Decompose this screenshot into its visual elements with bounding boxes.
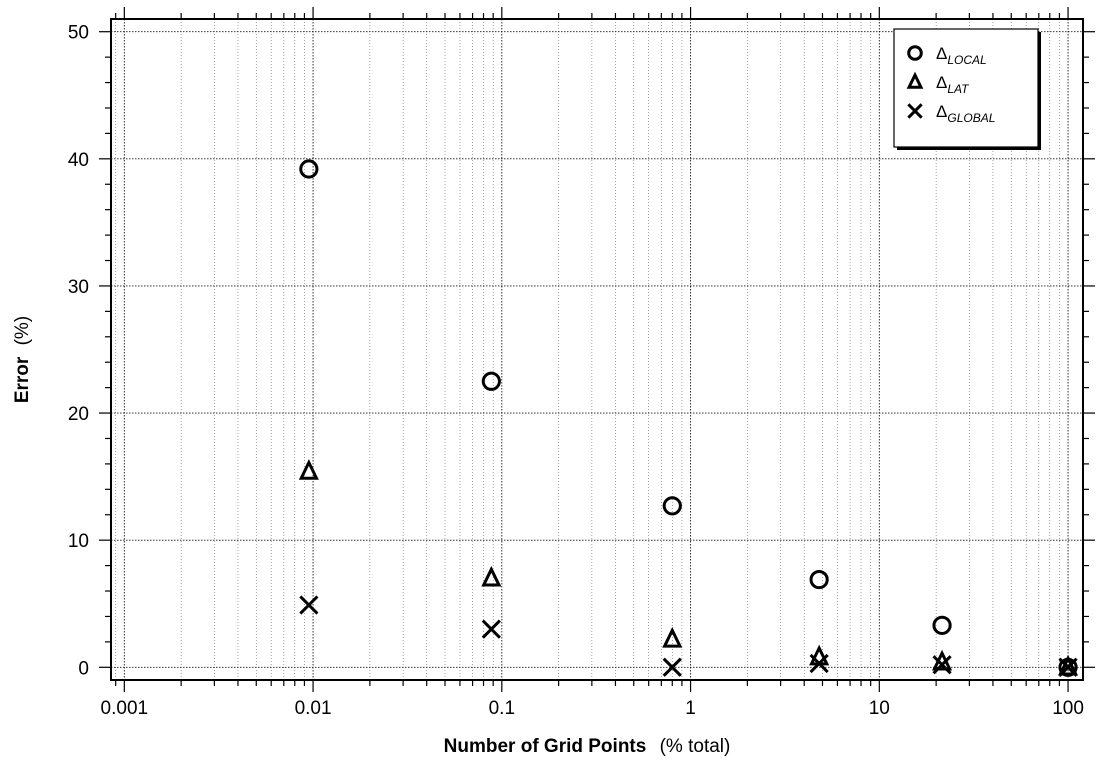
data-point-lat (662, 626, 683, 648)
legend-symbol: Δ (936, 73, 947, 92)
data-point-global (809, 653, 829, 674)
y-tick-label: 10 (68, 531, 89, 552)
legend-label-lat: ΔLAT (936, 73, 970, 96)
data-point-global (932, 655, 952, 675)
data-point-global (481, 619, 501, 639)
y-tick-label: 40 (68, 150, 89, 171)
data-point-local (299, 159, 319, 179)
data-points (298, 159, 1079, 677)
data-point-global (1058, 657, 1078, 677)
legend-subscript: LAT (947, 82, 970, 96)
legend-subscript: GLOBAL (947, 111, 995, 125)
x-tick-label: 0.001 (101, 698, 149, 719)
data-point-lat (481, 565, 502, 587)
x-axis-title-unit: (% total) (660, 736, 731, 757)
data-point-local (809, 569, 829, 590)
legend-marker-lat (906, 71, 924, 89)
legend-marker-local (907, 45, 923, 61)
legend-label-local: ΔLOCAL (936, 44, 987, 67)
data-point-lat (298, 459, 319, 480)
x-tick-label: 10 (869, 698, 890, 719)
tick-labels: 0.001 0.01 0.1 1 10 100 0 10 20 30 40 50 (68, 23, 1084, 719)
y-axis-title-main: Error (12, 356, 33, 403)
x-axis-title: Number of Grid Points (% total) (444, 736, 731, 757)
x-tick-label: 100 (1052, 698, 1084, 719)
data-point-local (932, 615, 952, 635)
legend-subscript: LOCAL (947, 53, 986, 67)
grid-lines (111, 19, 1083, 680)
x-tick-label: 1 (685, 698, 696, 719)
y-tick-label: 20 (68, 404, 89, 425)
data-point-local (481, 371, 501, 391)
data-point-global (299, 595, 319, 615)
x-axis-title-main: Number of Grid Points (444, 736, 647, 757)
y-tick-label: 30 (68, 277, 89, 298)
legend-symbol: Δ (936, 102, 947, 121)
legend-label-global: ΔGLOBAL (936, 102, 995, 125)
legend-marker-global (907, 103, 923, 119)
y-axis-title: Error (%) (12, 316, 33, 403)
x-tick-label: 0.1 (489, 698, 515, 719)
y-tick-label: 50 (68, 23, 89, 44)
data-point-local (662, 496, 682, 516)
legend-symbol: Δ (936, 44, 947, 63)
data-point-lat (1058, 654, 1079, 676)
x-tick-label: 0.01 (295, 698, 332, 719)
y-tick-label: 0 (78, 658, 89, 679)
y-axis-title-unit: (%) (12, 316, 33, 346)
data-point-global (662, 657, 682, 677)
plot-frame (110, 18, 1084, 681)
